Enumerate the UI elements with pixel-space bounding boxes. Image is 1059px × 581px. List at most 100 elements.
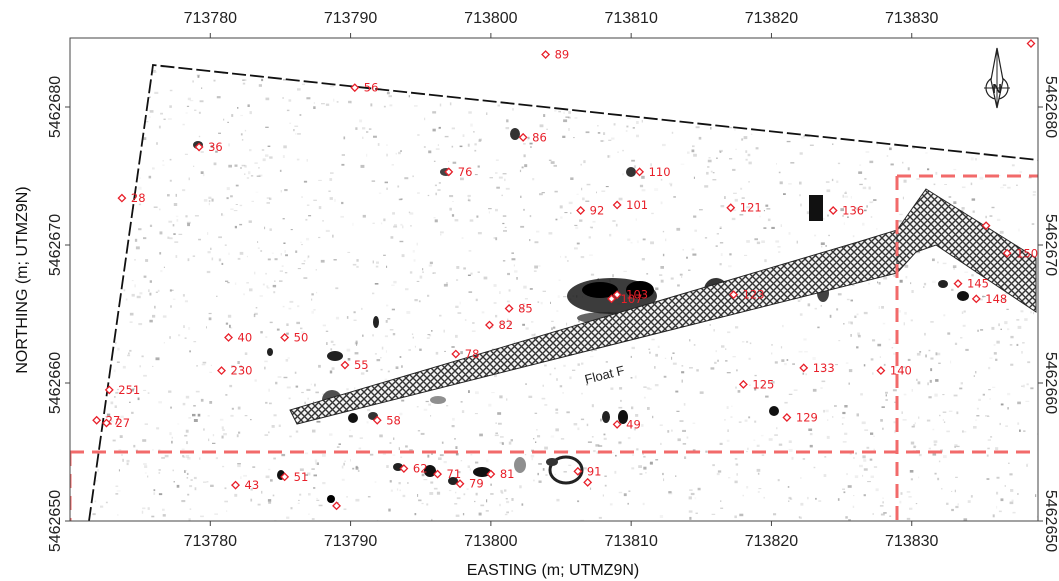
map-axes: 713780 713780 713790 713790 713800 713800 7138…	[47, 10, 1059, 552]
y-tick-label-right: 5462680	[1042, 76, 1059, 138]
anomaly-diamond-icon	[350, 83, 360, 93]
y-tick-label: 5462660	[47, 352, 64, 414]
anomaly-marker[interactable]: 136	[828, 204, 864, 218]
anomaly-marker[interactable]: 40	[224, 330, 252, 344]
x-tick-label: 713800	[464, 533, 517, 550]
anomaly-marker[interactable]: 107	[607, 292, 643, 306]
anomaly-diamond-icon	[194, 142, 204, 152]
anomaly-diamond-icon	[729, 290, 739, 300]
anomaly-diamond-icon	[518, 132, 528, 142]
x-tick-label: 713780	[184, 533, 237, 550]
anomaly-diamond-icon	[612, 419, 622, 429]
anomaly-diamond-icon	[573, 466, 583, 476]
anomaly-diamond-icon	[1026, 39, 1036, 48]
anomaly-marker[interactable]: 28	[117, 191, 146, 205]
anomaly-diamond-icon	[981, 221, 991, 231]
anomaly-marker[interactable]: 85	[504, 301, 533, 315]
anomaly-diamond-icon	[726, 203, 736, 213]
anomaly-diamond-icon	[799, 363, 809, 373]
anomaly-marker[interactable]: 43	[231, 478, 259, 492]
x-tick-label-top: 713810	[604, 10, 657, 27]
anomaly-marker[interactable]: 89	[541, 48, 569, 62]
anomaly-marker[interactable]	[981, 221, 991, 231]
anomaly-diamond-icon	[102, 418, 111, 428]
anomaly-marker[interactable]: 103	[612, 288, 648, 302]
anomaly-label: 133	[813, 361, 835, 375]
anomaly-label: 82	[498, 318, 513, 332]
anomaly-marker[interactable]: 92	[576, 204, 605, 218]
anomaly-marker[interactable]: 71	[433, 467, 461, 481]
anomaly-marker[interactable]: 81	[486, 467, 515, 481]
anomaly-marker[interactable]: 78	[451, 347, 479, 361]
anomaly-label: 27	[115, 416, 130, 430]
anomaly-marker[interactable]: 86	[518, 130, 547, 144]
anomaly-diamond-icon	[433, 469, 443, 479]
anomaly-marker[interactable]: 121	[726, 201, 762, 215]
anomaly-marker[interactable]: 91	[573, 464, 601, 478]
anomaly-diamond-icon	[104, 385, 114, 395]
grid-boundary	[70, 174, 1038, 521]
anomaly-marker[interactable]: 76	[444, 165, 473, 179]
anomaly-label: 55	[354, 358, 369, 372]
anomaly-marker[interactable]: 101	[612, 198, 648, 212]
anomaly-label: 136	[842, 204, 864, 218]
anomaly-marker[interactable]: 148	[971, 292, 1007, 306]
anomaly-marker[interactable]: 50	[280, 330, 308, 344]
anomaly-marker[interactable]: 145	[953, 277, 989, 291]
anomaly-label: 107	[621, 292, 643, 306]
anomaly-diamond-icon	[455, 479, 465, 489]
anomaly-diamond-icon	[1002, 248, 1012, 258]
anomaly-label: 92	[590, 204, 605, 218]
anomaly-marker[interactable]: 51	[280, 470, 308, 484]
anomaly-marker[interactable]: 140	[876, 364, 912, 378]
anomaly-diamond-icon	[485, 320, 494, 330]
map-frame	[69, 37, 1039, 522]
anomaly-marker[interactable]	[332, 501, 342, 511]
anomaly-label: 103	[626, 288, 648, 302]
y-tick-label-right: 5462650	[1042, 490, 1059, 552]
y-tick-label: 5462680	[47, 76, 64, 138]
anomaly-diamond-icon	[217, 366, 226, 376]
anomaly-marker[interactable]: 150	[1002, 246, 1038, 260]
anomaly-marker[interactable]: 251	[104, 383, 140, 397]
anomaly-marker[interactable]: 56	[350, 81, 378, 95]
x-tick-label: 713790	[324, 533, 377, 550]
x-tick-label-top: 713800	[464, 10, 517, 27]
anomaly-label: 81	[500, 467, 515, 481]
anomaly-marker[interactable]: 36	[194, 140, 223, 154]
north-arrow-icon: N	[984, 47, 1010, 109]
anomaly-diamond-icon	[541, 50, 551, 60]
anomaly-marker[interactable]: 129	[782, 411, 818, 425]
anomaly-marker[interactable]	[583, 477, 593, 487]
anomaly-marker[interactable]: 79	[455, 477, 484, 491]
anomaly-label: 76	[458, 165, 473, 179]
plot-area	[70, 38, 1038, 521]
anomaly-marker[interactable]: 49	[612, 417, 641, 431]
anomaly-label: 49	[626, 417, 641, 431]
x-tick-label: 713830	[885, 533, 938, 550]
anomaly-marker[interactable]: 125	[738, 377, 774, 391]
anomaly-diamond-icon	[486, 469, 496, 479]
anomaly-marker[interactable]: 133	[799, 361, 835, 375]
y-tick-label-right: 5462670	[1042, 214, 1059, 276]
anomaly-marker[interactable]: 230	[217, 364, 252, 378]
anomaly-marker[interactable]: 152	[1026, 37, 1059, 51]
anomaly-label: 36	[208, 140, 223, 154]
anomaly-marker[interactable]: 55	[340, 358, 369, 372]
anomaly-diamond-icon	[231, 480, 240, 490]
anomaly-label: 125	[752, 377, 774, 391]
y-tick-label: 5462650	[47, 490, 64, 552]
anomaly-label: 121	[740, 201, 762, 215]
anomaly-diamond-icon	[635, 167, 645, 177]
anomaly-marker[interactable]: 110	[635, 165, 671, 179]
x-tick-label-top: 713790	[324, 10, 377, 27]
anomaly-diamond-icon	[782, 413, 792, 422]
anomaly-marker[interactable]: 62	[399, 462, 428, 476]
anomaly-marker[interactable]: 27	[102, 416, 130, 430]
anomaly-diamond-icon	[612, 290, 622, 300]
anomaly-marker[interactable]: 82	[485, 318, 513, 332]
y-tick-label: 5462670	[47, 214, 64, 276]
anomaly-marker[interactable]: 123	[729, 288, 765, 302]
anomaly-marker[interactable]: 58	[372, 413, 401, 427]
